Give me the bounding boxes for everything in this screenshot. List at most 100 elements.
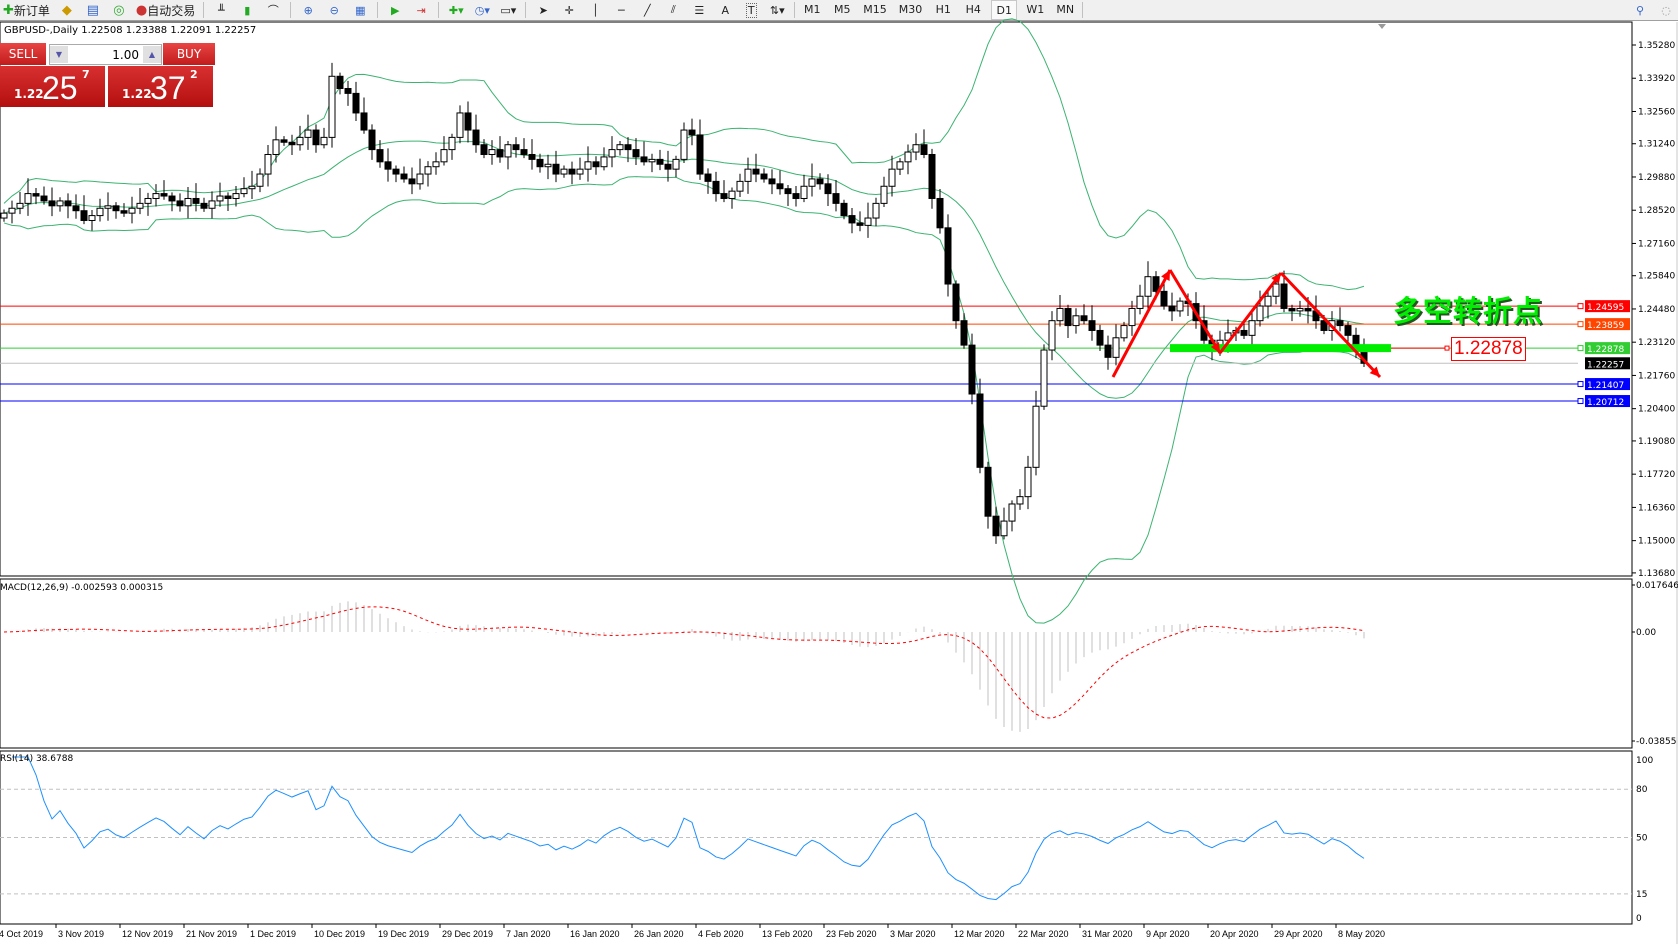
candle bbox=[176, 193, 184, 212]
tile-icon: ▦ bbox=[355, 3, 366, 17]
candle bbox=[304, 114, 312, 150]
date-axis-label: 23 Feb 2020 bbox=[826, 929, 877, 939]
candle bbox=[1248, 309, 1256, 346]
periods-button[interactable]: ◷▾ bbox=[470, 1, 494, 19]
crosshair-icon: ✛ bbox=[564, 3, 574, 17]
candle bbox=[928, 148, 936, 209]
sell-price-prefix: 1.22 bbox=[14, 87, 44, 101]
candle bbox=[376, 140, 384, 168]
tile-windows-button[interactable]: ▦ bbox=[348, 1, 372, 19]
horizontal-line-button[interactable]: ─ bbox=[609, 1, 633, 19]
price-axis-label: 1.13680 bbox=[1638, 569, 1675, 579]
indicators-button[interactable]: ✚▾ bbox=[444, 1, 468, 19]
candle-body bbox=[976, 393, 984, 468]
candle-body bbox=[1288, 307, 1296, 312]
search-button[interactable]: ⚲ bbox=[1628, 1, 1652, 19]
main-panel-frame bbox=[0, 21, 1633, 577]
candle-body bbox=[104, 205, 112, 209]
candle-body bbox=[1336, 320, 1344, 327]
candle-body bbox=[568, 168, 576, 175]
candle-body bbox=[904, 151, 912, 163]
rsi-line bbox=[12, 756, 1365, 901]
candle-body bbox=[176, 200, 184, 207]
zoom-out-icon: ⊖ bbox=[329, 3, 339, 17]
candle-body bbox=[664, 163, 672, 170]
candle-body bbox=[80, 210, 88, 221]
candle-body bbox=[848, 215, 856, 224]
lots-input[interactable]: ▼ 1.00 ▲ bbox=[49, 44, 162, 65]
line-chart-button[interactable]: ⌒ bbox=[261, 1, 285, 19]
trendline-button[interactable]: ╱ bbox=[635, 1, 659, 19]
zoom-out-button[interactable]: ⊖ bbox=[322, 1, 346, 19]
candle bbox=[296, 125, 304, 151]
candle-body bbox=[896, 161, 904, 170]
signals-button[interactable]: ◎ bbox=[107, 1, 131, 19]
timeframe-d1[interactable]: D1 bbox=[991, 0, 1018, 20]
timeframe-h4[interactable]: H4 bbox=[965, 2, 981, 16]
buy-price-button[interactable]: 1.22 37 2 bbox=[108, 66, 213, 107]
sell-price-button[interactable]: 1.22 25 7 bbox=[0, 66, 105, 107]
separator bbox=[377, 2, 379, 18]
timeframe-m5[interactable]: M5 bbox=[834, 2, 851, 16]
text-button[interactable]: A bbox=[713, 1, 737, 19]
candle bbox=[40, 186, 48, 205]
one-click-trading-panel: SELL ▼ 1.00 ▲ BUY 1.22 25 7 1.22 37 2 bbox=[0, 43, 215, 107]
templates-button[interactable]: ▭▾ bbox=[496, 1, 520, 19]
candle bbox=[696, 119, 704, 180]
arrows-button[interactable]: ⇅▾ bbox=[765, 1, 789, 19]
candle-body bbox=[264, 153, 272, 175]
price-badge bbox=[1585, 395, 1630, 408]
lots-decrease-button[interactable]: ▼ bbox=[50, 46, 68, 63]
timeframe-h1[interactable]: H1 bbox=[935, 2, 951, 16]
candle bbox=[872, 197, 880, 227]
candle-body bbox=[1240, 329, 1248, 336]
timeframe-m30[interactable]: M30 bbox=[898, 2, 923, 16]
candle bbox=[488, 140, 496, 165]
candle-body bbox=[368, 129, 376, 151]
candle-body bbox=[1016, 496, 1024, 505]
candle bbox=[456, 105, 464, 144]
candle bbox=[128, 196, 136, 224]
candle-body bbox=[336, 75, 344, 90]
candle-body bbox=[472, 129, 480, 146]
timeframe-w1[interactable]: W1 bbox=[1026, 2, 1045, 16]
community-button[interactable]: ◌ bbox=[1654, 1, 1678, 19]
timeframe-m1[interactable]: M1 bbox=[804, 2, 821, 16]
auto-scroll-button[interactable]: ▶ bbox=[383, 1, 407, 19]
auto-trading-button[interactable]: ● 自动交易 bbox=[133, 1, 198, 19]
navigator-button[interactable]: ▤ bbox=[81, 1, 105, 19]
candle-body bbox=[144, 197, 152, 204]
lots-increase-button[interactable]: ▲ bbox=[143, 46, 161, 63]
bar-chart-button[interactable]: ╨ bbox=[209, 1, 233, 19]
annotation-price-label[interactable]: 1.22878 bbox=[1451, 337, 1526, 361]
new-order-button[interactable]: ✚ 新订单 bbox=[0, 1, 53, 19]
sell-button[interactable]: SELL bbox=[0, 43, 46, 65]
vertical-line-button[interactable]: │ bbox=[583, 1, 607, 19]
chart-shift-button[interactable]: ⇥ bbox=[409, 1, 433, 19]
candle bbox=[1144, 261, 1152, 309]
date-axis-label: 12 Mar 2020 bbox=[954, 929, 1005, 939]
zoom-in-button[interactable]: ⊕ bbox=[296, 1, 320, 19]
candle-chart-button[interactable]: ▮ bbox=[235, 1, 259, 19]
candle bbox=[1160, 281, 1168, 310]
text-label-button[interactable]: T bbox=[739, 1, 763, 19]
candle bbox=[280, 136, 288, 146]
candle bbox=[360, 97, 368, 134]
candle-body bbox=[152, 193, 160, 199]
candle-body bbox=[64, 200, 72, 207]
cursor-button[interactable]: ➤ bbox=[531, 1, 555, 19]
price-badge-label: 1.20712 bbox=[1587, 398, 1624, 408]
equidistant-channel-button[interactable]: ⫽ bbox=[661, 1, 685, 19]
market-watch-button[interactable]: ◆ bbox=[55, 1, 79, 19]
buy-button[interactable]: BUY bbox=[163, 43, 215, 65]
candle-body bbox=[1152, 276, 1160, 292]
lots-value[interactable]: 1.00 bbox=[112, 47, 139, 62]
candle-body bbox=[88, 215, 96, 221]
fibonacci-button[interactable]: ☰ bbox=[687, 1, 711, 19]
candle bbox=[792, 186, 800, 207]
timeframe-mn[interactable]: MN bbox=[1056, 2, 1075, 16]
crosshair-button[interactable]: ✛ bbox=[557, 1, 581, 19]
timeframe-m15[interactable]: M15 bbox=[863, 2, 887, 16]
date-axis-label: 29 Apr 2020 bbox=[1274, 929, 1323, 939]
